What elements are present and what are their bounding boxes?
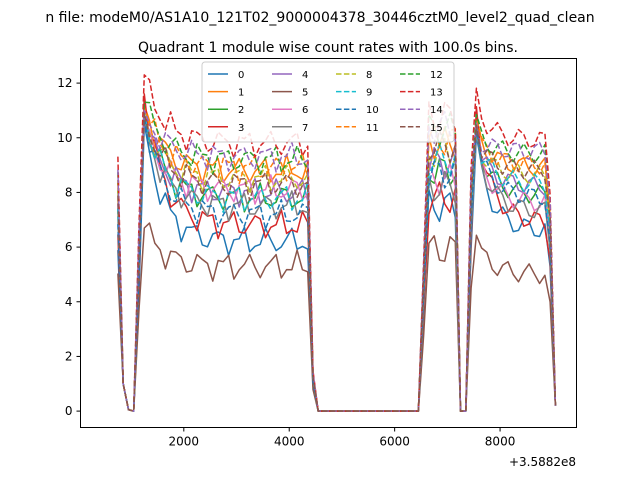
- x-tick-label: 6000: [379, 435, 410, 449]
- legend-entry: 7: [302, 123, 308, 134]
- chart-title: Quadrant 1 module wise count rates with …: [138, 40, 518, 56]
- legend-entry: 11: [366, 123, 379, 134]
- y-tick-label: 8: [65, 185, 73, 199]
- legend-frame: [201, 61, 455, 143]
- series-line-7: [117, 117, 557, 412]
- y-tick-label: 6: [65, 240, 73, 254]
- y-tick-label: 12: [57, 76, 72, 90]
- legend-entry: 8: [366, 70, 372, 81]
- y-tick-label: 0: [65, 404, 73, 418]
- legend-entry: 13: [430, 88, 443, 99]
- series-line-8: [117, 115, 557, 412]
- legend-entry: 12: [430, 70, 443, 81]
- series-line-15: [117, 112, 557, 412]
- plot-lines: [117, 74, 557, 412]
- legend-entry: 0: [238, 70, 244, 81]
- series-line-10: [117, 115, 557, 412]
- x-tick-label: 8000: [485, 435, 516, 449]
- series-line-0: [117, 123, 557, 412]
- legend-entry: 15: [430, 123, 443, 134]
- figure-suptitle: n file: modeM0/AS1A10_121T02_9000004378_…: [45, 10, 594, 26]
- series-line-11: [117, 106, 557, 412]
- legend-entry: 4: [302, 70, 308, 81]
- x-axis-ticks: 2000 4000 6000 8000: [169, 427, 516, 449]
- x-axis-offset-label: +3.5882e8: [509, 455, 576, 469]
- y-tick-label: 10: [57, 131, 72, 145]
- series-line-5: [117, 222, 557, 412]
- legend-entry: 9: [366, 88, 372, 99]
- legend-entry: 14: [430, 105, 443, 116]
- y-axis-ticks: 0 2 4 6 8 10 12: [57, 76, 81, 418]
- series-line-12: [117, 101, 557, 412]
- x-tick-label: 2000: [169, 435, 200, 449]
- y-tick-label: 2: [65, 349, 73, 363]
- x-tick-label: 4000: [274, 435, 305, 449]
- legend-entry: 5: [302, 88, 308, 99]
- legend-entry: 10: [366, 105, 379, 116]
- legend-entry: 3: [238, 123, 244, 134]
- legend-entry: 1: [238, 88, 244, 99]
- y-tick-label: 4: [65, 295, 73, 309]
- legend-entry: 2: [238, 105, 244, 116]
- legend-entry: 6: [302, 105, 308, 116]
- series-line-14: [117, 109, 557, 412]
- series-line-9: [117, 112, 557, 412]
- series-line-4: [117, 115, 557, 412]
- axes-frame: [80, 58, 577, 428]
